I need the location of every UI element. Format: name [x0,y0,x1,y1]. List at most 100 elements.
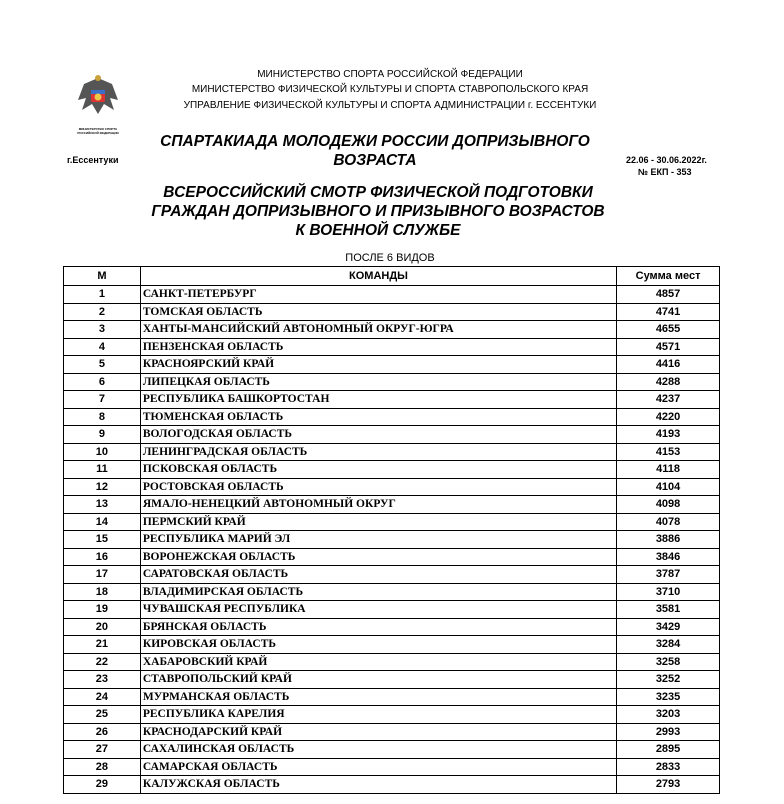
place-cell: 27 [63,740,141,759]
table-row: 25 РЕСПУБЛИКА КАРЕЛИЯ 3203 [63,705,720,724]
team-cell: БРЯНСКАЯ ОБЛАСТЬ [139,617,618,636]
table-row: 3 ХАНТЫ-МАНСИЙСКИЙ АВТОНОМНЫЙ ОКРУГ-ЮГРА 4… [63,320,720,339]
table-row: 16 ВОРОНЕЖСКАЯ ОБЛАСТЬ 3846 [63,547,720,566]
team-cell: ПЕНЗЕНСКАЯ ОБЛАСТЬ [139,337,618,356]
team-cell: САНКТ-ПЕТЕРБУРГ [139,285,618,304]
sum-cell: 4078 [616,512,720,531]
team-cell: ПЕРМСКИЙ КРАЙ [139,512,618,531]
place-cell: 1 [63,285,141,304]
sum-cell: 3886 [616,530,720,549]
place-cell: 18 [63,582,141,601]
place-cell: 17 [63,565,141,584]
team-cell: ХАБАРОВСКИЙ КРАЙ [139,652,618,671]
table-row: 1 САНКТ-ПЕТЕРБУРГ 4857 [63,285,720,304]
team-cell: ЯМАЛО-НЕНЕЦКИЙ АВТОНОМНЫЙ ОКРУГ [139,495,618,514]
table-row: 6 ЛИПЕЦКАЯ ОБЛАСТЬ 4288 [63,372,720,391]
event-dates: 22.06 - 30.06.2022г. [626,155,707,165]
place-cell: 10 [63,442,141,461]
sum-cell: 3710 [616,582,720,601]
table-row: 12 РОСТОВСКАЯ ОБЛАСТЬ 4104 [63,477,720,496]
place-cell: 15 [63,530,141,549]
place-cell: 16 [63,547,141,566]
table-row: 7 РЕСПУБЛИКА БАШКОРТОСТАН 4237 [63,390,720,409]
ekp-number: № ЕКП - 353 [638,167,692,177]
sum-cell: 3846 [616,547,720,566]
team-cell: РЕСПУБЛИКА КАРЕЛИЯ [139,705,618,724]
place-cell: 21 [63,635,141,654]
results-table: М КОМАНДЫ Сумма мест 1 САНКТ-ПЕТЕРБУРГ 485… [63,266,720,794]
col-sum: Сумма мест [616,266,720,286]
table-header: М КОМАНДЫ Сумма мест [63,266,720,286]
org-line-3: УПРАВЛЕНИЕ ФИЗИЧЕСКОЙ КУЛЬТУРЫ И СПОРТА … [183,100,597,111]
sum-cell: 3258 [616,652,720,671]
place-cell: 14 [63,512,141,531]
team-cell: КАЛУЖСКАЯ ОБЛАСТЬ [139,775,618,794]
event-subtitle: ВСЕРОССИЙСКИЙ СМОТР ФИЗИЧЕСКОЙ ПОДГОТОВК… [151,184,605,239]
sum-cell: 3252 [616,670,720,689]
team-cell: МУРМАНСКАЯ ОБЛАСТЬ [139,687,618,706]
sum-cell: 2895 [616,740,720,759]
event-title: СПАРТАКИАДА МОЛОДЕЖИ РОССИИ ДОПРИЗЫВНОГО… [160,133,590,169]
place-cell: 11 [63,460,141,479]
place-cell: 8 [63,407,141,426]
sum-cell: 3284 [616,635,720,654]
table-row: 23 СТАВРОПОЛЬСКИЙ КРАЙ 3252 [63,670,720,689]
place-cell: 5 [63,355,141,374]
table-row: 15 РЕСПУБЛИКА МАРИЙ ЭЛ 3886 [63,530,720,549]
sum-cell: 3203 [616,705,720,724]
team-cell: ВОРОНЕЖСКАЯ ОБЛАСТЬ [139,547,618,566]
table-row: 29 КАЛУЖСКАЯ ОБЛАСТЬ 2793 [63,775,720,794]
place-cell: 13 [63,495,141,514]
table-row: 8 ТЮМЕНСКАЯ ОБЛАСТЬ 4220 [63,407,720,426]
eagle-emblem-icon [78,75,118,114]
table-row: 17 САРАТОВСКАЯ ОБЛАСТЬ 3787 [63,565,720,584]
team-cell: КРАСНОДАРСКИЙ КРАЙ [139,722,618,741]
sum-cell: 4288 [616,372,720,391]
team-cell: ВОЛОГОДСКАЯ ОБЛАСТЬ [139,425,618,444]
sum-cell: 4193 [616,425,720,444]
team-cell: ЛИПЕЦКАЯ ОБЛАСТЬ [139,372,618,391]
team-cell: ХАНТЫ-МАНСИЙСКИЙ АВТОНОМНЫЙ ОКРУГ-ЮГРА [139,320,618,339]
sum-cell: 3787 [616,565,720,584]
place-cell: 28 [63,757,141,776]
team-cell: РЕСПУБЛИКА БАШКОРТОСТАН [139,390,618,409]
sum-cell: 4741 [616,302,720,321]
sum-cell: 4237 [616,390,720,409]
sum-cell: 2993 [616,722,720,741]
table-row: 11 ПСКОВСКАЯ ОБЛАСТЬ 4118 [63,460,720,479]
sum-cell: 4571 [616,337,720,356]
sum-cell: 4098 [616,495,720,514]
place-cell: 7 [63,390,141,409]
table-row: 21 КИРОВСКАЯ ОБЛАСТЬ 3284 [63,635,720,654]
sum-cell: 2793 [616,775,720,794]
team-cell: ПСКОВСКАЯ ОБЛАСТЬ [139,460,618,479]
team-cell: СТАВРОПОЛЬСКИЙ КРАЙ [139,670,618,689]
place-cell: 26 [63,722,141,741]
place-cell: 19 [63,600,141,619]
place-cell: 2 [63,302,141,321]
table-row: 28 САМАРСКАЯ ОБЛАСТЬ 2833 [63,757,720,776]
sum-cell: 4857 [616,285,720,304]
table-row: 22 ХАБАРОВСКИЙ КРАЙ 3258 [63,652,720,671]
place-cell: 9 [63,425,141,444]
team-cell: ЛЕНИНГРАДСКАЯ ОБЛАСТЬ [139,442,618,461]
team-cell: ЧУВАШСКАЯ РЕСПУБЛИКА [139,600,618,619]
place-cell: 22 [63,652,141,671]
sum-cell: 4104 [616,477,720,496]
place-cell: 29 [63,775,141,794]
place-cell: 4 [63,337,141,356]
table-row: 4 ПЕНЗЕНСКАЯ ОБЛАСТЬ 4571 [63,337,720,356]
table-row: 10 ЛЕНИНГРАДСКАЯ ОБЛАСТЬ 4153 [63,442,720,461]
sum-cell: 3581 [616,600,720,619]
table-row: 5 КРАСНОЯРСКИЙ КРАЙ 4416 [63,355,720,374]
table-row: 9 ВОЛОГОДСКАЯ ОБЛАСТЬ 4193 [63,425,720,444]
team-cell: РОСТОВСКАЯ ОБЛАСТЬ [139,477,618,496]
sum-cell: 2833 [616,757,720,776]
col-teams: КОМАНДЫ [139,266,618,286]
table-row: 20 БРЯНСКАЯ ОБЛАСТЬ 3429 [63,617,720,636]
team-cell: САРАТОВСКАЯ ОБЛАСТЬ [139,565,618,584]
team-cell: ВЛАДИМИРСКАЯ ОБЛАСТЬ [139,582,618,601]
team-cell: РЕСПУБЛИКА МАРИЙ ЭЛ [139,530,618,549]
sum-cell: 4118 [616,460,720,479]
org-line-1: МИНИСТЕРСТВО СПОРТА РОССИЙСКОЙ ФЕДЕРАЦИИ [257,69,523,80]
